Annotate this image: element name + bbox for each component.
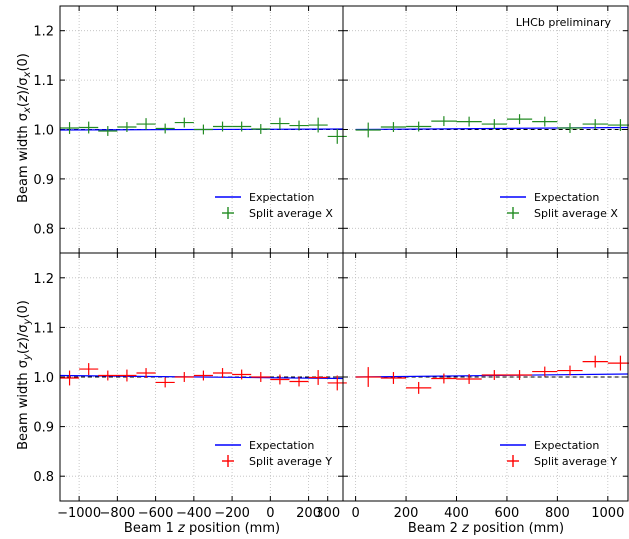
- y-tick-label: 1.1: [33, 321, 54, 336]
- data-point: [406, 121, 432, 132]
- data-point: [193, 124, 213, 135]
- xlabel-right: Beam 2 z position (mm): [408, 521, 564, 536]
- y-tick-label: 0.9: [33, 421, 54, 436]
- panel-top-left: 0.8 0.9 1.0 1.1 1.2 Expectation Split average …: [33, 5, 347, 254]
- x-tick-label: 0: [351, 506, 359, 521]
- legend: Expectation Split average X: [500, 191, 618, 220]
- data-point: [136, 368, 156, 378]
- legend-label-expectation: Expectation: [249, 191, 314, 204]
- y-tick-label: 1.2: [33, 272, 54, 287]
- x-tick-label: −200: [214, 506, 250, 521]
- data-point: [456, 116, 482, 127]
- data-point: [79, 121, 99, 134]
- data-point: [232, 121, 252, 132]
- data-point: [79, 363, 99, 376]
- panel-frame: [342, 252, 629, 502]
- data-point: [174, 372, 194, 382]
- x-tick-label: 300: [315, 506, 340, 521]
- data-point: [270, 374, 290, 385]
- x-tick-label: 200: [296, 506, 321, 521]
- x-tick-label: 1000: [591, 506, 624, 521]
- data-point: [355, 367, 381, 387]
- panel-bottom-right: 0 200 400 600 800 1000 Expectation Split averag…: [342, 252, 629, 521]
- legend-label-series: Split average Y: [249, 455, 332, 468]
- y-tick-label: 1.2: [33, 25, 54, 40]
- data-point: [60, 370, 80, 386]
- data-point: [117, 122, 137, 132]
- data-point: [380, 122, 407, 132]
- legend: Expectation Split average X: [215, 191, 333, 220]
- x-tick-label: −1000: [57, 506, 101, 521]
- data-point: [155, 123, 175, 134]
- panel-top-right: Expectation Split average X: [342, 5, 629, 254]
- data-point: [193, 370, 213, 381]
- data-point: [327, 129, 347, 144]
- ylabel-bottom: Beam width σy(z)/σy(0): [16, 300, 33, 450]
- y-tick-label: 1.0: [33, 371, 54, 386]
- x-tick-label: 800: [545, 506, 570, 521]
- legend-label-series: Split average Y: [534, 455, 617, 468]
- data-point: [431, 373, 457, 384]
- x-tick-label: −400: [176, 506, 212, 521]
- legend: Expectation Split average Y: [500, 439, 617, 468]
- x-tick-label: 0: [266, 506, 274, 521]
- data-point: [308, 370, 328, 385]
- data-point: [136, 118, 156, 130]
- legend: Expectation Split average Y: [215, 439, 332, 468]
- legend-label-series: Split average X: [249, 207, 333, 220]
- data-point: [327, 375, 347, 391]
- data-point: [174, 117, 194, 128]
- panels-layer: 0.8 0.9 1.0 1.1 1.2 Expectation Split average …: [33, 5, 629, 521]
- data-point: [481, 119, 507, 130]
- data-point: [251, 124, 271, 134]
- x-tick-label: 200: [394, 506, 419, 521]
- data-point: [270, 117, 290, 130]
- data-point: [289, 376, 309, 387]
- data-point: [532, 366, 558, 377]
- legend-label-series: Split average X: [534, 207, 618, 220]
- data-point: [98, 370, 118, 381]
- xlabel-left: Beam 1 z position (mm): [124, 521, 280, 536]
- data-point: [155, 377, 175, 388]
- data-point: [289, 120, 309, 131]
- panel-bottom-left: 0.8 0.9 1.0 1.1 1.2 −1000−800 −600 −400 −200 0 200…: [33, 252, 347, 521]
- x-tick-label: 600: [495, 506, 520, 521]
- data-point: [212, 368, 233, 378]
- data-point: [251, 372, 271, 382]
- legend-label-expectation: Expectation: [534, 439, 599, 452]
- x-tick-label: −800: [100, 506, 136, 521]
- data-point: [582, 119, 608, 130]
- data-point: [98, 126, 118, 136]
- y-tick-label: 0.8: [33, 470, 54, 485]
- data-point: [557, 123, 583, 133]
- lhcb-annotation: LHCb preliminary: [516, 16, 612, 29]
- data-point: [232, 369, 252, 380]
- y-tick-label: 0.9: [33, 173, 54, 188]
- data-point: [557, 365, 583, 376]
- data-point: [212, 121, 233, 132]
- y-tick-label: 1.1: [33, 74, 54, 89]
- data-point: [117, 369, 137, 382]
- data-point: [532, 116, 558, 127]
- data-point: [506, 370, 533, 380]
- data-point: [481, 370, 507, 380]
- data-point: [607, 355, 629, 371]
- data-point: [355, 122, 381, 138]
- data-point: [308, 117, 328, 133]
- data-point: [582, 355, 608, 368]
- data-point: [456, 374, 482, 384]
- data-point: [60, 122, 80, 134]
- x-tick-label: −600: [138, 506, 174, 521]
- y-tick-label: 0.8: [33, 222, 54, 237]
- legend-label-expectation: Expectation: [534, 191, 599, 204]
- legend-label-expectation: Expectation: [249, 439, 314, 452]
- ylabel-top: Beam width σx(z)/σx(0): [16, 53, 33, 203]
- data-point: [380, 372, 407, 384]
- data-point: [506, 114, 533, 125]
- x-tick-label: 400: [444, 506, 469, 521]
- y-tick-label: 1.0: [33, 124, 54, 139]
- data-point: [406, 381, 432, 394]
- data-point: [431, 116, 457, 127]
